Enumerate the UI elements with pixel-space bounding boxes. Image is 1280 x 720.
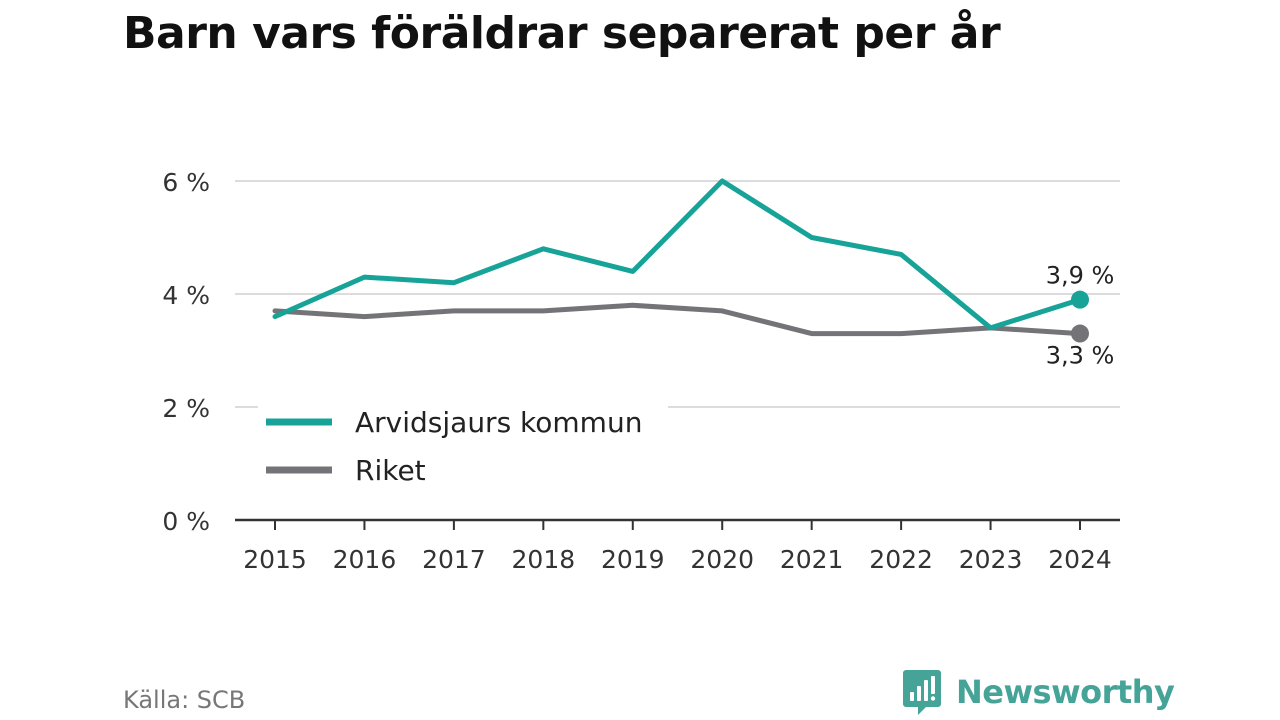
- x-tick-label: 2023: [959, 545, 1023, 574]
- series-line: [272, 178, 1083, 331]
- y-tick-label: 6 %: [162, 168, 210, 197]
- legend: Arvidsjaurs kommun Riket: [258, 398, 668, 496]
- x-tick-label: 2018: [512, 545, 576, 574]
- legend-label: Riket: [355, 454, 426, 487]
- x-tick-label: 2022: [869, 545, 933, 574]
- x-tick-label: 2024: [1048, 545, 1112, 574]
- series-end-label: 3,3 %: [1046, 342, 1115, 370]
- chart-title: Barn vars föräldrar separerat per år: [123, 8, 1001, 59]
- x-axis: 2015 2016 2017 2018 2019 2020 2021 2022 2023 2024: [235, 518, 1120, 574]
- series-end-label: 3,9 %: [1046, 262, 1115, 290]
- x-tick-label: 2017: [422, 545, 486, 574]
- y-tick-label: 2 %: [162, 394, 210, 423]
- y-axis-tick-labels: 0 % 2 % 4 % 6 %: [162, 168, 210, 536]
- legend-background: [258, 398, 668, 496]
- end-labels: 3,9 % 3,3 %: [1046, 262, 1115, 370]
- bar-chart-icon: [903, 670, 941, 715]
- x-tick-label: 2019: [601, 545, 665, 574]
- x-tick-label: 2020: [690, 545, 754, 574]
- series-lines: [272, 178, 1089, 343]
- legend-label: Arvidsjaurs kommun: [355, 406, 642, 439]
- brand-logo: Newsworthy: [902, 668, 1175, 716]
- brand-name: Newsworthy: [956, 673, 1175, 711]
- x-tick-label: 2021: [780, 545, 844, 574]
- y-tick-label: 4 %: [162, 281, 210, 310]
- y-tick-label: 0 %: [162, 507, 210, 536]
- gridlines: [235, 180, 1120, 408]
- series-end-point: [1071, 290, 1089, 309]
- series-end-point: [1071, 324, 1089, 343]
- source-note: Källa: SCB: [123, 686, 246, 714]
- x-tick-label: 2016: [333, 545, 397, 574]
- series-line: [272, 302, 1083, 337]
- x-tick-label: 2015: [243, 545, 307, 574]
